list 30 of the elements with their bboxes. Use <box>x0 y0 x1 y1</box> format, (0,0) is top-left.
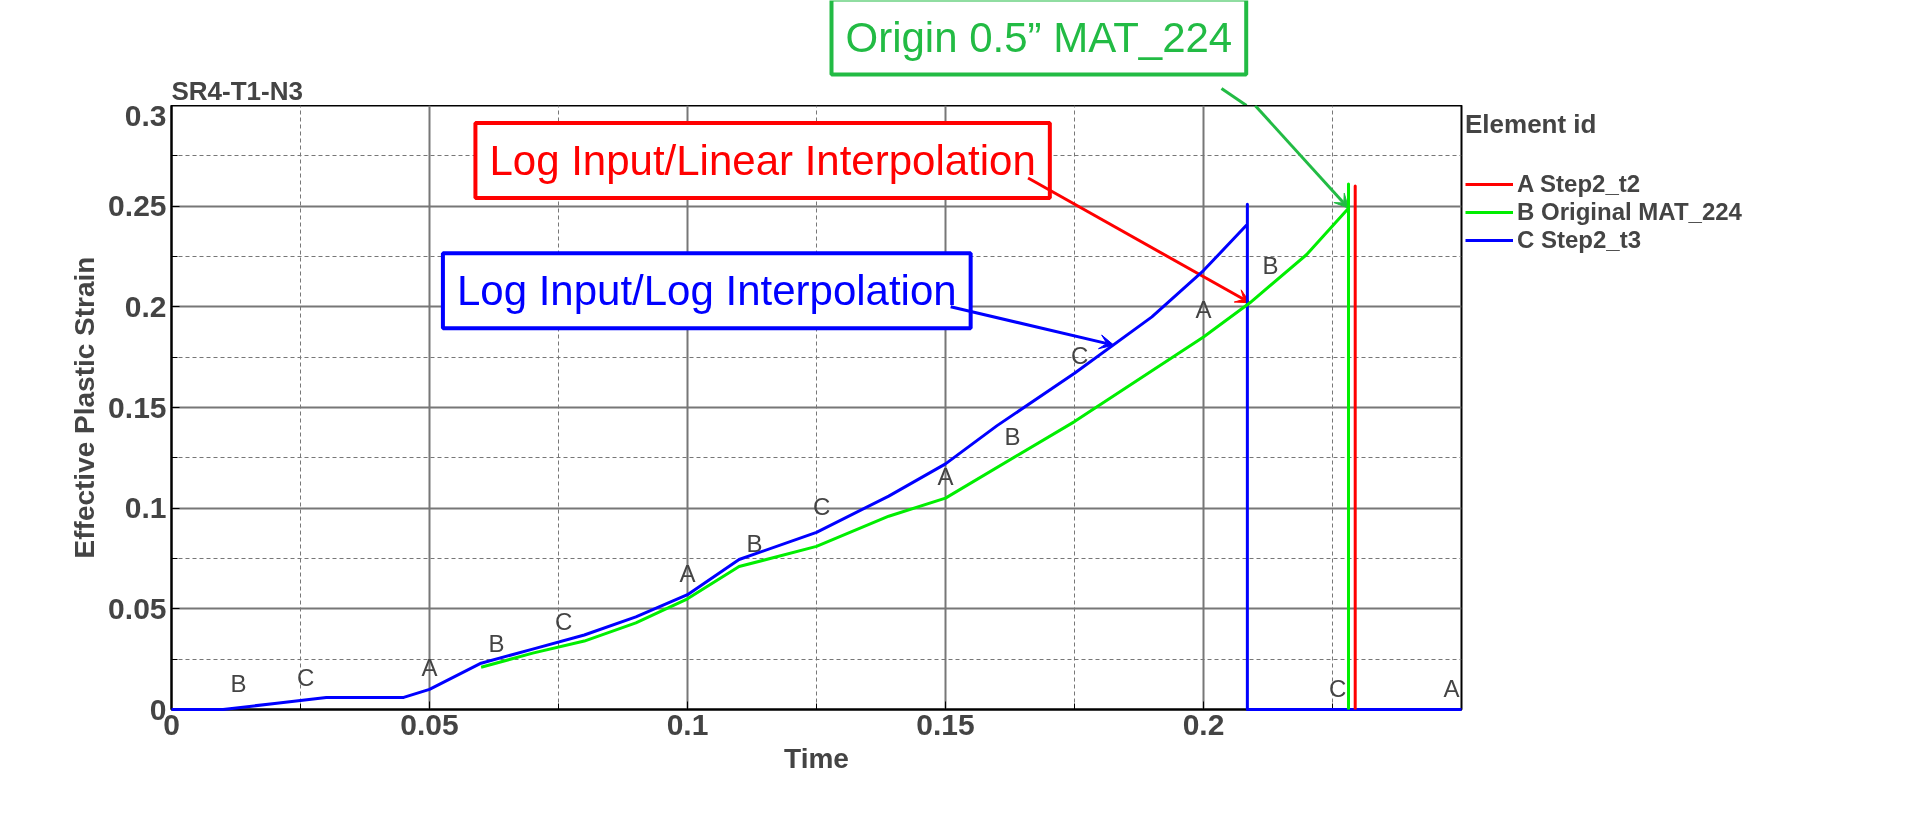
legend-label: C Step2_t3 <box>1517 226 1642 254</box>
x-axis-title: Time <box>784 742 849 774</box>
y-tick-label: 0.1 <box>124 491 167 525</box>
annotation: B <box>230 670 247 698</box>
x-tick-label: 0.2 <box>1182 707 1225 741</box>
annotation: A <box>1443 674 1460 702</box>
y-tick-label: 0.2 <box>124 289 167 323</box>
y-tick-label: 0.05 <box>108 591 167 625</box>
x-tick-label: 0.15 <box>916 707 975 741</box>
y-tick-label: 0.25 <box>108 189 167 223</box>
y-tick-label: 0.15 <box>108 390 167 424</box>
x-tick-label: 0.05 <box>400 707 459 741</box>
legend-label: A Step2_t2 <box>1517 170 1641 198</box>
annotation: B <box>1262 251 1279 279</box>
annotation: Log Input/Linear Interpolation <box>489 137 1036 185</box>
annotation: B <box>488 630 505 658</box>
legend-label: B Original MAT_224 <box>1517 198 1742 226</box>
annotation: C <box>296 664 315 692</box>
legend-title: Element id <box>1465 109 1598 140</box>
annotation: Log Input/Log Interpolation <box>456 267 957 315</box>
x-tick-label: 0.1 <box>666 707 709 741</box>
y-axis-title: Effective Plastic Strain <box>69 256 101 559</box>
annotation: B <box>1004 422 1021 450</box>
annotation: C <box>554 608 573 636</box>
annotation: B <box>746 529 763 557</box>
y-tick-label: 0.3 <box>124 98 167 132</box>
annotation: Origin 0.5” MAT_224 <box>845 13 1233 61</box>
annotation: C <box>1328 674 1347 702</box>
annotation: C <box>1070 342 1089 370</box>
chart-title: SR4-T1-N3 <box>171 75 303 106</box>
